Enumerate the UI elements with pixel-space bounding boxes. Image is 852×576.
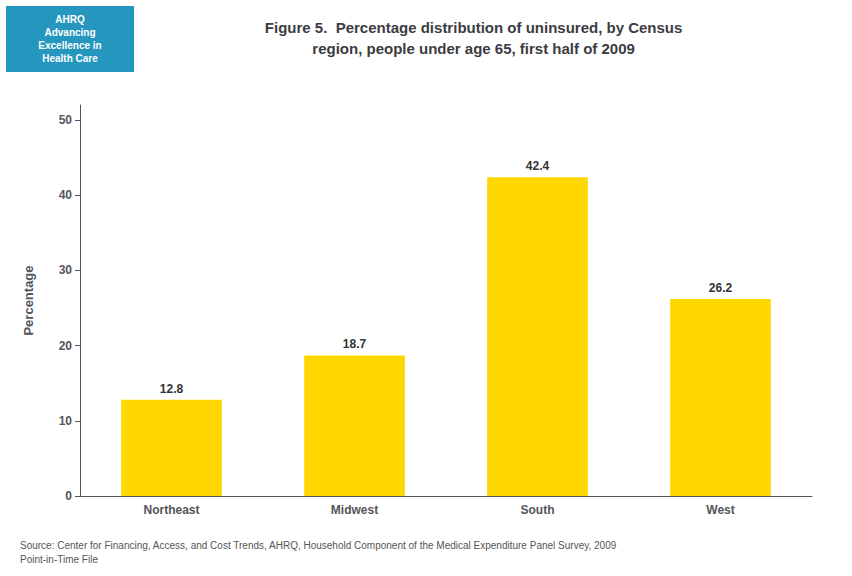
svg-text:AHRQ: AHRQ: [55, 14, 85, 25]
svg-text:12.8: 12.8: [160, 382, 184, 396]
svg-text:20: 20: [59, 339, 73, 353]
svg-text:30: 30: [59, 263, 73, 277]
svg-text:Figure 5. Percentage distribu: Figure 5. Percentage distribution of uni…: [265, 19, 683, 36]
svg-text:26.2: 26.2: [709, 281, 733, 295]
svg-text:region, people under age 65, f: region, people under age 65, first half …: [312, 40, 635, 57]
svg-text:Source: Center for Financing,: Source: Center for Financing, Access, an…: [20, 540, 617, 551]
svg-text:50: 50: [59, 113, 73, 127]
svg-text:Advancing: Advancing: [44, 27, 95, 38]
svg-text:Midwest: Midwest: [331, 503, 378, 517]
svg-text:18.7: 18.7: [343, 337, 367, 351]
svg-text:West: West: [706, 503, 734, 517]
svg-text:Northeast: Northeast: [143, 503, 199, 517]
svg-text:10: 10: [59, 414, 73, 428]
svg-text:Excellence in: Excellence in: [38, 40, 101, 51]
svg-text:40: 40: [59, 188, 73, 202]
svg-text:0: 0: [65, 489, 72, 503]
svg-text:42.4: 42.4: [526, 159, 550, 173]
svg-text:Health Care: Health Care: [42, 53, 98, 64]
svg-text:South: South: [521, 503, 555, 517]
svg-text:Percentage: Percentage: [21, 265, 36, 335]
svg-text:Point-in-Time File: Point-in-Time File: [20, 554, 98, 565]
